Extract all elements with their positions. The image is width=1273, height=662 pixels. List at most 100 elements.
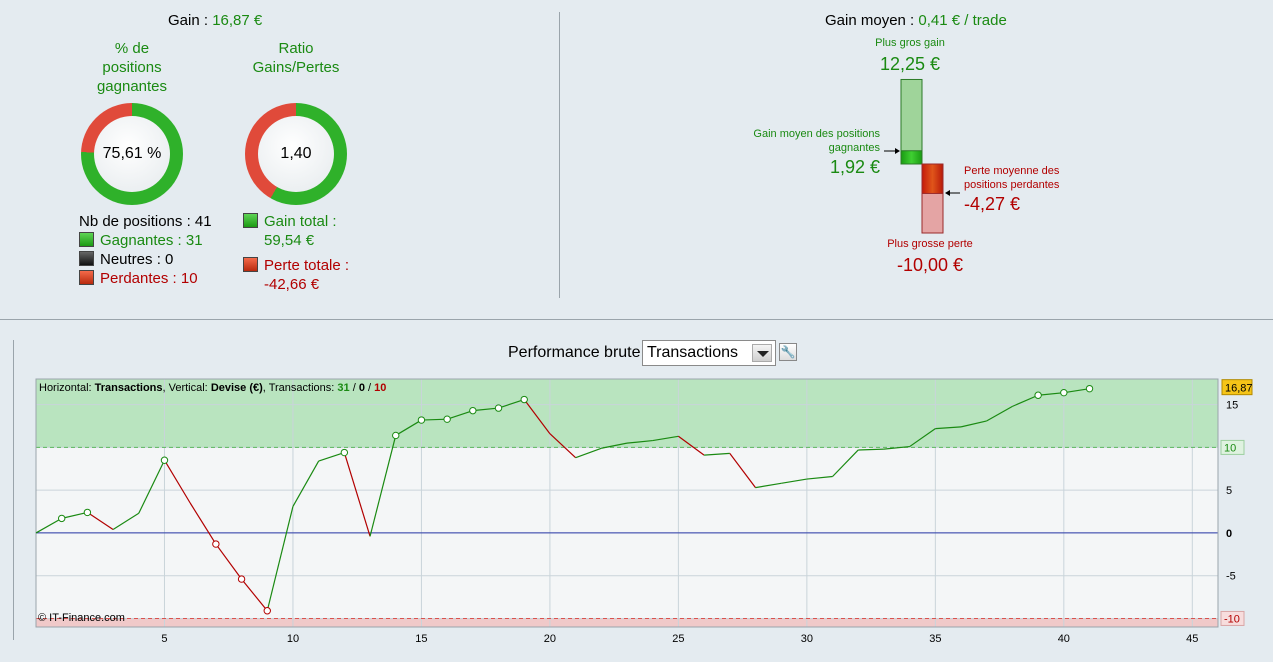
- nb-positions: Nb de positions : 41: [79, 213, 212, 230]
- data-point: [1060, 388, 1068, 397]
- series-segment: [678, 435, 705, 456]
- x-tick-label: 45: [1186, 633, 1198, 645]
- chevron-down-icon[interactable]: [752, 344, 772, 362]
- series-segment: [421, 418, 448, 421]
- series-segment: [935, 426, 962, 430]
- data-point: [212, 540, 220, 548]
- avg-gain-loss-bars: [884, 78, 960, 234]
- series-segment: [241, 578, 268, 612]
- x-tick-label: 5: [161, 633, 167, 645]
- series-segment: [832, 449, 859, 477]
- totals-legend: Gain total : 59,54 € Perte totale : -42,…: [243, 212, 349, 294]
- x-tick-label: 10: [287, 633, 299, 645]
- data-point: [83, 508, 92, 517]
- gain-total-label-row: Gain total :: [243, 212, 349, 231]
- data-point: [443, 415, 451, 423]
- transactions-label: , Transactions:: [262, 382, 335, 394]
- max-gain-label: Plus gros gain: [875, 37, 945, 49]
- wrench-icon[interactable]: 🔧: [779, 343, 797, 361]
- perte-totale-label-row: Perte totale :: [243, 256, 349, 275]
- series-segment: [215, 543, 243, 580]
- data-point: [417, 416, 426, 424]
- series-segment: [266, 506, 294, 611]
- green-swatch-icon: [243, 213, 258, 228]
- red-swatch-icon: [243, 257, 258, 272]
- ratio-donut: 1,40: [245, 103, 347, 205]
- series-segment: [704, 452, 730, 456]
- series-segment: [781, 478, 807, 484]
- axis-mode-dropdown[interactable]: Transactions: [642, 340, 776, 366]
- red-swatch-icon: [79, 270, 94, 285]
- data-point: [237, 575, 246, 583]
- data-point: [1034, 391, 1042, 399]
- max-loss-label: Plus grosse perte: [887, 238, 973, 250]
- horizontal-separator: [0, 319, 1273, 320]
- series-segment: [498, 398, 525, 409]
- data-point: [494, 404, 503, 412]
- copyright: © IT-Finance.com: [38, 612, 125, 624]
- x-tick-label: 20: [544, 633, 556, 645]
- data-point: [392, 431, 400, 440]
- lower-level-badge-box: [1220, 610, 1245, 626]
- x-tick-label: 25: [672, 633, 684, 645]
- win-pct-value: 75,61 %: [94, 116, 170, 192]
- max-loss-value: -10,00 €: [896, 255, 964, 275]
- y-tick-label: 15: [1226, 400, 1238, 412]
- avg-gain-label-line1: Gain moyen des positions: [753, 128, 880, 140]
- avg-gain-label-line2: gagnantes: [828, 142, 880, 154]
- series-segment: [369, 435, 397, 537]
- avg-gain-arrow-icon: [884, 148, 900, 154]
- gain-title: Gain : 16,87 €: [168, 12, 262, 29]
- green-swatch-icon: [79, 232, 94, 247]
- gain-label: Gain :: [168, 12, 209, 29]
- win-pct-donut: 75,61 %: [81, 103, 183, 205]
- horizontal-label: Horizontal:: [39, 382, 92, 394]
- lower-level-badge-text: -10: [1224, 613, 1240, 625]
- series-segment: [1063, 388, 1090, 394]
- chart-info-line: Horizontal: Transactions, Vertical: Devi…: [39, 382, 386, 394]
- series-segment: [318, 451, 345, 462]
- avg-gain-positions-label: Gain moyen des positions gagnantes: [740, 127, 880, 155]
- win-pct-title-line2: positions: [102, 59, 162, 76]
- series-segment: [549, 433, 577, 459]
- series-segment: [575, 447, 602, 459]
- max-gain-value: 12,25 €: [879, 54, 941, 74]
- legend-gagnantes: Gagnantes : 31: [79, 231, 212, 250]
- series-segment: [292, 460, 320, 507]
- series-segment: [626, 439, 653, 444]
- vertical-separator: [559, 12, 560, 298]
- transactions-losses: 10: [374, 382, 387, 394]
- avg-gain-positions-value: 1,92 €: [829, 157, 880, 177]
- avg-gain-label: Gain moyen :: [825, 12, 915, 29]
- avg-loss-label-line2: positions perdantes: [964, 179, 1060, 191]
- avg-loss-positions-value: -4,27 €: [964, 194, 1021, 214]
- series-segment: [138, 459, 166, 514]
- gain-total-label: Gain total :: [264, 213, 337, 230]
- series-segment: [163, 459, 191, 504]
- dropdown-value: Transactions: [647, 344, 738, 361]
- ratio-title-line1: Ratio: [278, 40, 314, 57]
- series-segment: [189, 502, 217, 545]
- ratio-title: Ratio Gains/Pertes: [236, 39, 356, 77]
- horizontal-value: Transactions: [94, 382, 163, 394]
- neutres-text: Neutres : 0: [100, 251, 174, 268]
- data-point: [469, 406, 477, 415]
- series-segment: [343, 452, 371, 537]
- series-segment: [729, 453, 756, 488]
- series-segment: [858, 448, 884, 451]
- sep-2: /: [364, 382, 375, 394]
- data-point: [160, 456, 169, 464]
- transactions-wins: 31: [337, 382, 350, 394]
- series-segment: [1012, 394, 1039, 407]
- gain-total-value: 59,54 €: [264, 232, 315, 249]
- series-segment: [472, 407, 499, 412]
- series-segment: [909, 428, 936, 448]
- gain-value: 16,87 €: [212, 12, 263, 29]
- x-tick-label: 15: [415, 633, 427, 645]
- data-point: [340, 448, 349, 457]
- avg-gain-title: Gain moyen : 0,41 € / trade: [825, 12, 1007, 29]
- gagnantes-text: Gagnantes : 31: [100, 232, 203, 249]
- vertical-label: , Vertical:: [162, 382, 208, 394]
- y-tick-label: -5: [1226, 571, 1236, 583]
- x-tick-label: 35: [929, 633, 941, 645]
